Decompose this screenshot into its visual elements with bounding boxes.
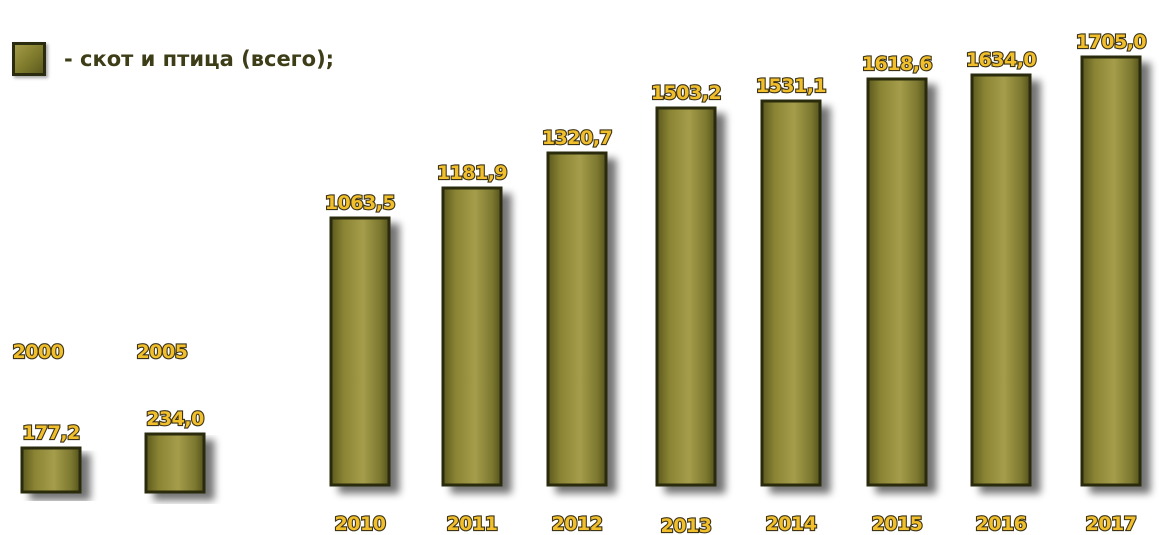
legend-swatch <box>12 42 46 76</box>
value-label-2014: 1531,1 <box>756 75 826 97</box>
bar-2005 <box>144 432 206 494</box>
bar-2011 <box>441 186 503 487</box>
bar-2000 <box>20 446 82 494</box>
value-label-2015: 1618,6 <box>862 53 933 75</box>
bar-2016 <box>970 73 1032 487</box>
year-label-2012: 2012 <box>552 513 603 535</box>
value-label-2000: 177,2 <box>22 422 80 444</box>
legend: - скот и птица (всего); <box>12 40 334 78</box>
bar-2015 <box>866 77 928 487</box>
bar-2012 <box>546 151 608 487</box>
labels-layer: 177,2 2000 234,0 2005 1063,5 2010 1181,9 2011 13… <box>11 30 1148 535</box>
year-label-2013: 2013 <box>661 515 712 535</box>
year-label-2011: 2011 <box>447 513 498 535</box>
value-label-2010: 1063,5 <box>325 192 395 214</box>
value-label-2005: 234,0 <box>146 408 204 430</box>
year-label-2005: 2005 <box>137 341 188 363</box>
value-label-2013: 1503,2 <box>651 82 721 104</box>
bar-2010 <box>329 216 391 487</box>
bar-2013 <box>655 106 717 487</box>
legend-label: - скот и птица (всего); <box>64 47 335 71</box>
year-label-2000: 2000 <box>13 341 64 363</box>
year-label-2017: 2017 <box>1086 513 1137 535</box>
year-label-2015: 2015 <box>872 513 923 535</box>
bar-2017 <box>1080 55 1142 487</box>
value-label-2011: 1181,9 <box>437 162 507 184</box>
value-label-2012: 1320,7 <box>542 127 612 149</box>
year-label-2010: 2010 <box>335 513 386 535</box>
bar-2014 <box>760 99 822 487</box>
bars-layer <box>20 55 1142 494</box>
value-label-2017: 1705,0 <box>1076 31 1147 53</box>
year-label-2016: 2016 <box>976 513 1027 535</box>
value-label-2016: 1634,0 <box>966 49 1037 71</box>
year-label-2014: 2014 <box>766 513 817 535</box>
